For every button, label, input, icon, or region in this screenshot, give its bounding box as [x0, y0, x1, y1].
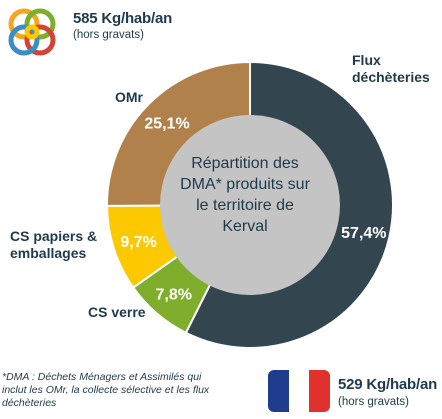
- footer-stat-value: 529 Kg/hab/an: [338, 376, 438, 393]
- dma-footnote: *DMA : Déchets Ménagers et Assimilés qui…: [2, 371, 210, 409]
- value-label-flux-decheteries: 57,4%: [341, 225, 386, 242]
- label-cs-papiers: CS papiers & emballages: [10, 228, 98, 261]
- header-stat-value: 585 Kg/hab/an: [73, 10, 173, 27]
- label-flux-decheteries: Flux déchèteries: [352, 52, 430, 85]
- french-flag-icon: [268, 370, 330, 412]
- footer-stat-note: (hors gravats): [338, 396, 409, 408]
- value-label-cs-papiers: 9,7%: [120, 234, 156, 251]
- knot-logo-icon: [8, 8, 56, 56]
- label-omr: OMr: [115, 89, 143, 105]
- chart-title: Répartition des DMA* produits sur le ter…: [180, 155, 310, 235]
- header-stat-note: (hors gravats): [73, 29, 144, 41]
- value-label-omr: 25,1%: [144, 116, 189, 133]
- chart-center-disc: [160, 115, 340, 295]
- label-cs-verre: CS verre: [88, 304, 146, 320]
- value-label-cs-verre: 7,8%: [156, 287, 192, 304]
